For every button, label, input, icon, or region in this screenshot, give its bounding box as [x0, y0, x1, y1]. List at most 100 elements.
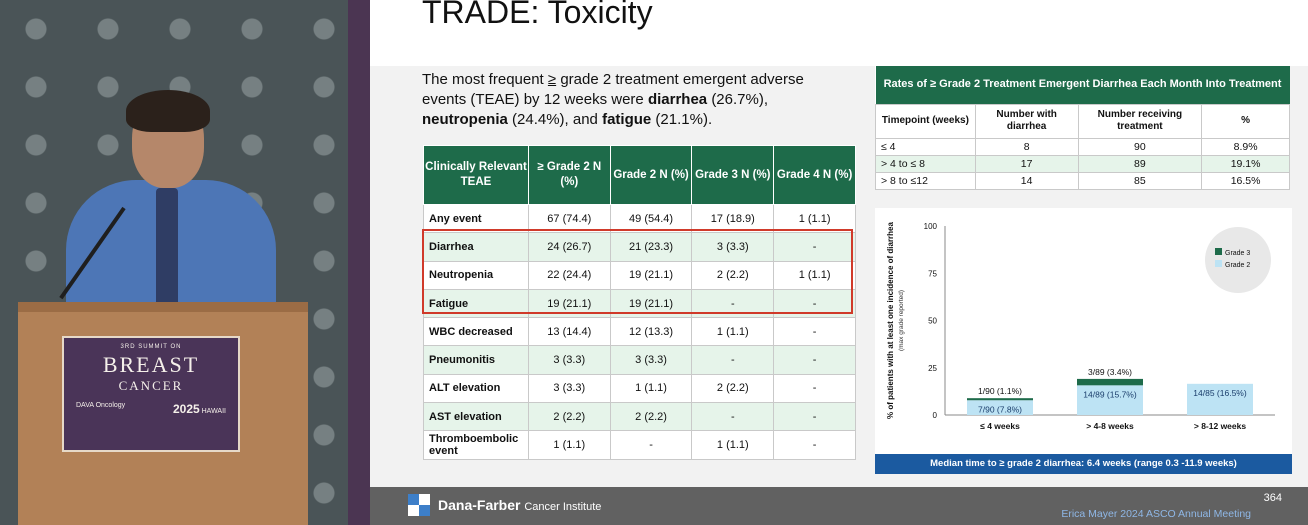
table-cell: 19 (21.1): [527, 288, 611, 319]
table-cell: 17 (18.9): [691, 203, 775, 234]
divider-bar: [348, 0, 370, 525]
org-name: Dana-Farber Cancer Institute: [438, 497, 601, 513]
table-cell: > 4 to ≤ 8: [875, 154, 976, 173]
table-row: Thromboembolic event 1 (1.1) - 1 (1.1) -: [423, 430, 856, 460]
rates-header: Number with diarrhea: [974, 103, 1079, 139]
table-cell: 19.1%: [1201, 154, 1290, 173]
y-axis-label: % of patients with at least one incidenc…: [886, 221, 895, 418]
x-tick-label: > 4-8 weeks: [1086, 421, 1134, 431]
intro-fatigue-val: (21.1%).: [655, 111, 713, 128]
table-row: Diarrhea 24 (26.7) 21 (23.3) 3 (3.3) -: [423, 232, 856, 262]
teae-header: Grade 3 N (%): [691, 145, 775, 205]
sign-hawaii: HAWAII: [201, 408, 226, 415]
y-tick-label: 75: [928, 269, 937, 278]
table-cell: Neutropenia: [423, 260, 529, 290]
y-tick-label: 0: [933, 411, 938, 420]
teae-header: Grade 2 N (%): [609, 145, 693, 205]
table-cell: 1 (1.1): [609, 373, 693, 404]
rates-table: Rates of ≥ Grade 2 Treatment Emergent Di…: [875, 66, 1290, 190]
table-cell: 21 (23.3): [609, 232, 693, 262]
slide-footer: Dana-Farber Cancer Institute 364 Erica M…: [370, 487, 1308, 525]
teae-header: Grade 4 N (%): [773, 145, 856, 205]
table-cell: Diarrhea: [423, 232, 529, 262]
dava-logo: DAVA Oncology: [76, 402, 126, 409]
table-cell: 1 (1.1): [527, 430, 611, 460]
x-tick-label: > 8-12 weeks: [1194, 421, 1246, 431]
sign-cancer: CANCER: [118, 378, 184, 393]
table-cell: 2 (2.2): [527, 402, 611, 432]
lanyard: [156, 188, 178, 308]
data-label-grade2: 7/90 (7.8%): [978, 404, 1022, 414]
table-cell: 17: [974, 154, 1079, 173]
table-cell: 24 (26.7): [527, 232, 611, 262]
data-label-grade3: 1/90 (1.1%): [978, 386, 1022, 396]
sign-year: 2025: [172, 402, 200, 416]
table-cell: AST elevation: [423, 402, 529, 432]
speaker-hair: [126, 90, 210, 132]
sign-small-text: 3RD SUMMIT ON: [120, 344, 182, 350]
credit-text: Erica Mayer 2024 ASCO Annual Meeting: [1061, 508, 1251, 520]
table-cell: 12 (13.3): [609, 317, 693, 347]
table-cell: 3 (3.3): [609, 345, 693, 375]
table-row: Pneumonitis 3 (3.3) 3 (3.3) - -: [423, 345, 856, 375]
page-number: 364: [1263, 492, 1282, 504]
y-axis-sublabel: (max grade reported): [898, 290, 905, 351]
chart-svg: % of patients with at least one incidenc…: [886, 221, 1275, 431]
rates-header: Timepoint (weeks): [875, 103, 976, 139]
table-cell: 85: [1077, 171, 1203, 190]
table-cell: -: [773, 373, 856, 404]
table-cell: -: [691, 402, 775, 432]
table-cell: 3 (3.3): [527, 373, 611, 404]
x-tick-label: ≤ 4 weeks: [980, 421, 1020, 431]
table-cell: Fatigue: [423, 288, 529, 319]
table-cell: 19 (21.1): [609, 260, 693, 290]
rates-caption: Rates of ≥ Grade 2 Treatment Emergent Di…: [875, 66, 1290, 104]
table-cell: 1 (1.1): [691, 317, 775, 347]
table-cell: -: [773, 430, 856, 460]
sign-brands: DAVA Oncology 2025 HAWAII: [64, 394, 238, 416]
table-cell: Pneumonitis: [423, 345, 529, 375]
podium-sign: 3RD SUMMIT ON BREAST CANCER DAVA Oncolog…: [62, 336, 240, 452]
table-cell: 14: [974, 171, 1079, 190]
rates-header: %: [1201, 103, 1290, 139]
table-cell: 1 (1.1): [691, 430, 775, 460]
table-cell: -: [773, 288, 856, 319]
speaker: [66, 90, 276, 330]
table-cell: 8: [974, 137, 1079, 156]
table-cell: -: [609, 430, 693, 460]
table-row: Neutropenia 22 (24.4) 19 (21.1) 2 (2.2) …: [423, 260, 856, 290]
teae-header-row: Clinically Relevant TEAE ≥ Grade 2 N (%)…: [423, 145, 856, 205]
table-cell: -: [773, 232, 856, 262]
teae-header: Clinically Relevant TEAE: [423, 145, 529, 205]
intro-neutropenia-val: (24.4%), and: [512, 111, 598, 128]
table-cell: ≤ 4: [875, 137, 976, 156]
bar-grade2: [1187, 383, 1253, 415]
table-cell: Thromboembolic event: [423, 430, 529, 460]
median-time-bar: Median time to ≥ grade 2 diarrhea: 6.4 w…: [875, 454, 1292, 474]
org-name-sub: Cancer Institute: [524, 501, 602, 513]
table-cell: 13 (14.4): [527, 317, 611, 347]
legend-label-grade3: Grade 3: [1225, 250, 1250, 257]
table-row: Fatigue 19 (21.1) 19 (21.1) - -: [423, 288, 856, 319]
table-row: > 4 to ≤ 8 17 89 19.1%: [875, 154, 1290, 173]
bar-grade2: [1077, 385, 1143, 415]
table-cell: 16.5%: [1201, 171, 1290, 190]
table-row: AST elevation 2 (2.2) 2 (2.2) - -: [423, 402, 856, 432]
table-row: Any event 67 (74.4) 49 (54.4) 17 (18.9) …: [423, 203, 856, 234]
table-cell: 2 (2.2): [609, 402, 693, 432]
y-tick-label: 50: [928, 317, 937, 326]
diarrhea-chart: % of patients with at least one incidenc…: [875, 208, 1292, 454]
table-cell: 3 (3.3): [691, 232, 775, 262]
table-cell: -: [691, 288, 775, 319]
table-cell: Any event: [423, 203, 529, 234]
legend-bg: [1205, 227, 1271, 293]
intro-part2: grade 2 treatment emergent adverse event…: [422, 71, 804, 108]
rates-caption-row: Rates of ≥ Grade 2 Treatment Emergent Di…: [875, 66, 1290, 104]
sign-breast: BREAST: [102, 352, 200, 377]
intro-neutropenia: neutropenia: [422, 111, 508, 128]
intro-part1: The most frequent: [422, 71, 544, 88]
intro-diarrhea: diarrhea: [647, 91, 708, 108]
org-name-main: Dana-Farber: [438, 497, 521, 513]
hawaii-logo: 2025 HAWAII: [173, 402, 226, 416]
intro-fatigue: fatigue: [602, 111, 652, 128]
